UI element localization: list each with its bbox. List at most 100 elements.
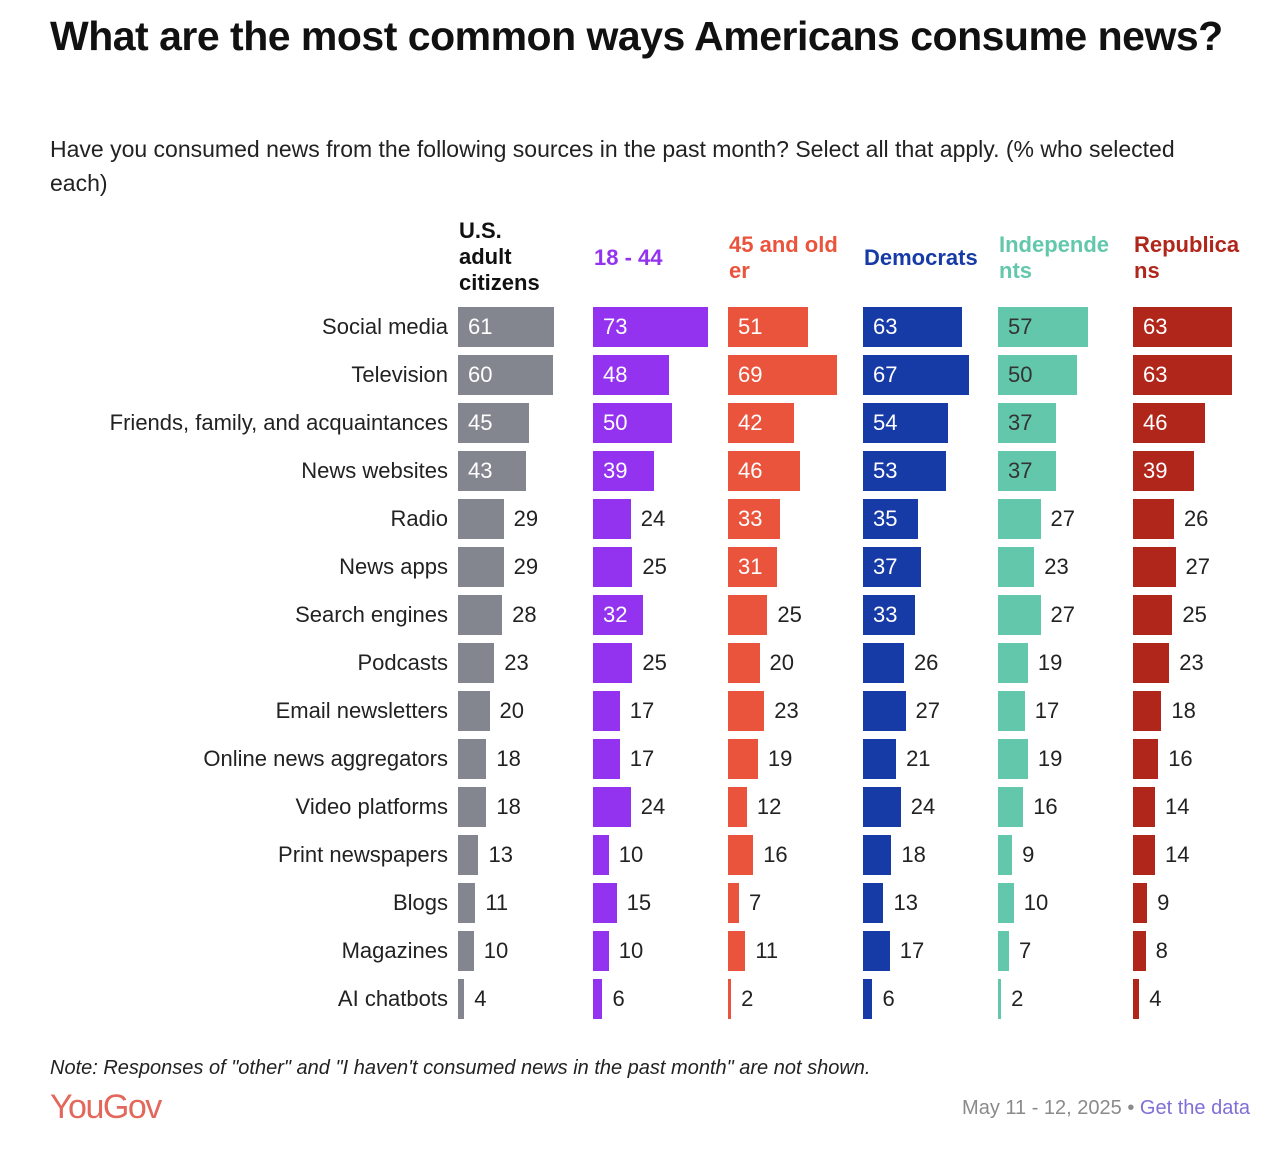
bar	[458, 547, 504, 587]
value-label: 11	[485, 890, 509, 915]
bar	[998, 931, 1010, 971]
bar	[863, 691, 906, 731]
bar	[593, 307, 708, 347]
value-label: 16	[763, 842, 788, 867]
bar	[593, 355, 669, 395]
category-label: Video platforms	[295, 794, 448, 819]
value-label: 17	[1034, 698, 1060, 723]
bar	[1133, 835, 1156, 875]
value-label: 24	[640, 794, 666, 819]
value-label: 37	[873, 554, 898, 579]
category-label: Email newsletters	[275, 698, 448, 723]
value-label: 50	[1008, 362, 1033, 387]
category-label: Print newspapers	[278, 842, 448, 867]
bar	[998, 883, 1014, 923]
value-label: 57	[1008, 314, 1033, 339]
bar	[593, 931, 609, 971]
bar	[728, 643, 760, 683]
bar	[998, 643, 1028, 683]
bar	[593, 787, 631, 827]
value-label: 16	[1033, 794, 1058, 819]
series-header: 18 - 44	[594, 245, 663, 270]
bar	[593, 547, 633, 587]
value-label: 73	[603, 314, 628, 339]
value-label: 46	[738, 458, 763, 483]
value-label: 37	[1008, 458, 1033, 483]
category-label: Magazines	[341, 938, 448, 963]
value-label: 2	[1011, 986, 1024, 1011]
category-label: Search engines	[295, 602, 448, 627]
bar	[458, 499, 504, 539]
value-label: 69	[738, 362, 763, 387]
value-label: 26	[913, 650, 939, 675]
bar	[863, 979, 873, 1019]
bar	[458, 691, 490, 731]
footer: May 11 - 12, 2025 • Get the data	[962, 1097, 1250, 1120]
value-label: 67	[873, 362, 898, 387]
value-label: 20	[499, 698, 524, 723]
value-label: 27	[1185, 554, 1210, 579]
bar	[998, 451, 1057, 491]
value-label: 19	[1037, 746, 1063, 771]
category-label: AI chatbots	[337, 986, 448, 1011]
value-label: 24	[640, 506, 666, 531]
category-label: Blogs	[392, 890, 448, 915]
value-label: 50	[603, 410, 628, 435]
bar	[998, 691, 1025, 731]
category-label: News apps	[339, 554, 448, 579]
value-label: 20	[769, 650, 794, 675]
value-label: 48	[603, 362, 628, 387]
bar	[1133, 451, 1195, 491]
bar	[998, 307, 1088, 347]
value-label: 23	[1044, 554, 1069, 579]
bar	[728, 307, 809, 347]
bar	[863, 499, 919, 539]
series-header: 45 and older	[729, 232, 838, 283]
series-header: U.S. adult citizens	[459, 218, 540, 295]
bar	[998, 835, 1013, 875]
value-label: 46	[1143, 410, 1168, 435]
bar	[863, 883, 884, 923]
bar	[863, 547, 922, 587]
bar	[728, 499, 780, 539]
bar	[593, 691, 620, 731]
bar	[863, 595, 915, 635]
value-label: 32	[603, 602, 628, 627]
get-the-data-link[interactable]: Get the data	[1139, 1097, 1250, 1119]
bar	[1133, 979, 1140, 1019]
value-label: 33	[873, 602, 898, 627]
value-label: 15	[626, 890, 652, 915]
value-label: 29	[513, 554, 539, 579]
bar	[1133, 403, 1206, 443]
value-label: 63	[1143, 362, 1168, 387]
value-label: 21	[906, 746, 931, 771]
bar	[863, 451, 947, 491]
value-label: 16	[1168, 746, 1193, 771]
date: May 11 - 12, 2025	[962, 1097, 1122, 1119]
bar	[458, 595, 503, 635]
value-label: 33	[738, 506, 763, 531]
bar	[998, 403, 1057, 443]
bar	[998, 595, 1041, 635]
value-label: 7	[749, 890, 762, 915]
bar	[593, 739, 620, 779]
value-label: 9	[1022, 842, 1035, 867]
bar	[728, 451, 801, 491]
bar	[728, 547, 777, 587]
bar	[593, 979, 603, 1019]
bar	[1133, 547, 1176, 587]
yougov-logo: YouGov	[50, 1088, 162, 1126]
category-label: Friends, family, and acquaintances	[109, 410, 448, 435]
bar	[1133, 499, 1174, 539]
bar	[1133, 307, 1233, 347]
bar	[863, 355, 969, 395]
bar	[458, 739, 487, 779]
value-label: 61	[468, 314, 493, 339]
category-label: News websites	[301, 458, 448, 483]
value-label: 54	[873, 410, 898, 435]
value-label: 9	[1157, 890, 1170, 915]
series-header: Democrats	[864, 245, 978, 270]
value-label: 4	[1149, 986, 1162, 1011]
value-label: 45	[468, 410, 493, 435]
